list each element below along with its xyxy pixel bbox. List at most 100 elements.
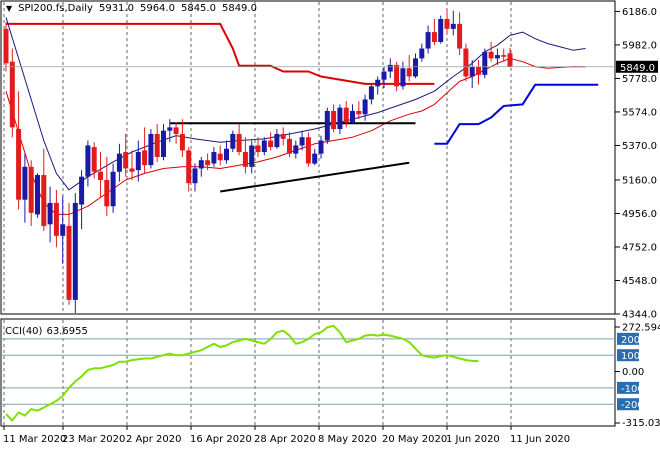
- candle: [312, 148, 318, 166]
- candle-body: [375, 79, 381, 87]
- candle: [173, 122, 179, 144]
- cci-level-box: [617, 332, 639, 345]
- time-label: 16 Apr 2020: [190, 434, 252, 445]
- candle-body: [255, 145, 261, 153]
- candle: [494, 48, 500, 65]
- candle: [79, 170, 85, 230]
- candle: [161, 124, 166, 161]
- candle: [179, 119, 185, 157]
- close-value: 5849.0: [221, 3, 257, 14]
- candle-body: [324, 110, 330, 141]
- candle-body: [135, 152, 141, 171]
- candle-body: [494, 55, 500, 59]
- price-label: 5574.0: [622, 107, 657, 118]
- candle-body: [41, 175, 47, 226]
- candle: [35, 173, 40, 218]
- candle: [224, 140, 229, 164]
- candle-body: [406, 68, 412, 77]
- candle: [230, 130, 236, 153]
- candle: [343, 101, 349, 128]
- candle-body: [331, 110, 337, 130]
- last-price-marker: 5849.0: [1, 60, 658, 74]
- candle: [400, 61, 406, 90]
- candle-body: [463, 48, 469, 77]
- candle: [337, 104, 343, 134]
- candle: [135, 140, 141, 182]
- candle: [198, 156, 204, 177]
- time-label: 23 Mar 2020: [62, 434, 125, 445]
- candle: [261, 137, 267, 156]
- candle: [217, 145, 223, 166]
- trendline-lower: [220, 161, 410, 193]
- candle-body: [444, 18, 450, 29]
- price-label: 4752.0: [622, 242, 657, 253]
- candle: [148, 129, 154, 169]
- candle-body: [217, 153, 223, 161]
- candle: [482, 48, 488, 79]
- candle-body: [79, 176, 85, 205]
- candle-body: [488, 51, 494, 59]
- cci-label: 0.00: [622, 367, 644, 378]
- cci-line: [5, 324, 479, 422]
- cci-label: -315.0300: [622, 418, 660, 429]
- candle-body: [337, 107, 343, 130]
- candle: [66, 202, 72, 305]
- candle: [324, 107, 330, 144]
- candle-body: [91, 147, 97, 172]
- candle: [305, 132, 311, 167]
- candle: [318, 135, 324, 159]
- candle-body: [98, 171, 103, 180]
- candle: [381, 66, 387, 88]
- candle-body: [476, 66, 481, 75]
- candle: [362, 94, 368, 121]
- candle-body: [236, 133, 242, 153]
- time-label: 20 May 2020: [382, 434, 447, 445]
- price-label: 5160.0: [622, 175, 657, 186]
- candle-body: [362, 99, 368, 115]
- candle-body: [129, 168, 135, 172]
- collapse-triangle-icon[interactable]: ▼: [6, 4, 13, 13]
- candle-body: [249, 145, 255, 167]
- candle: [368, 84, 374, 105]
- candle: [406, 55, 412, 82]
- candle-body: [482, 51, 488, 75]
- low-value: 5845.0: [180, 3, 216, 14]
- candle-body: [274, 133, 280, 148]
- candle-body: [123, 152, 129, 169]
- candle: [425, 25, 431, 54]
- candle: [387, 58, 393, 79]
- candle-body: [287, 138, 292, 154]
- candle-body: [116, 153, 122, 172]
- candle: [507, 47, 513, 68]
- candle-body: [53, 202, 59, 236]
- cci-level-label: -200: [621, 400, 644, 411]
- candle: [154, 124, 160, 162]
- cci-series-line: [5, 324, 479, 422]
- candle: [236, 124, 242, 156]
- candle: [104, 156, 110, 217]
- time-label: 8 May 2020: [318, 434, 377, 445]
- candle-body: [312, 153, 318, 164]
- candle: [350, 104, 355, 125]
- cci-level-label: -100: [621, 384, 644, 395]
- price-axis: 6186.0 5982.0 5778.0 5574.0 5370.0 5160.0 4956…: [615, 7, 657, 321]
- candle-body: [242, 152, 248, 167]
- candle-body: [356, 110, 362, 115]
- time-label: 1 Jun 2020: [446, 434, 500, 445]
- time-label: 11 Mar 2020: [3, 434, 66, 445]
- candle: [463, 43, 469, 82]
- candle-body: [186, 150, 192, 184]
- candle-body: [268, 140, 274, 148]
- last-price-box: [616, 60, 658, 73]
- time-label: 2 Apr 2020: [126, 434, 181, 445]
- candle-body: [16, 129, 22, 200]
- candle: [287, 132, 292, 157]
- candle-body: [368, 86, 374, 100]
- candle-body: [167, 127, 173, 131]
- candle: [476, 60, 481, 85]
- candle: [299, 130, 305, 151]
- candle: [419, 43, 425, 62]
- cci-value: 63.6955: [46, 326, 88, 337]
- candle-body: [350, 110, 355, 123]
